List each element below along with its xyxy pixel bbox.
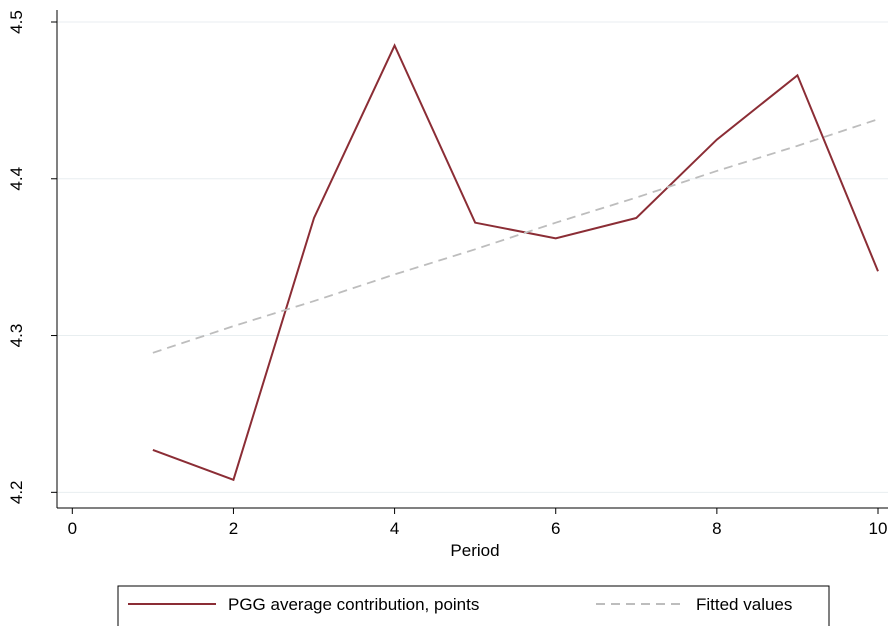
series-line <box>152 118 879 354</box>
x-tick-label: 2 <box>229 519 238 538</box>
legend-label: Fitted values <box>696 595 792 614</box>
x-tick-label: 6 <box>551 519 560 538</box>
x-tick-label: 10 <box>869 519 888 538</box>
y-tick-label: 4.5 <box>7 10 26 34</box>
y-tick-label: 4.2 <box>7 481 26 505</box>
series-line <box>152 43 879 482</box>
x-axis-label: Period <box>450 541 499 560</box>
y-tick-label: 4.4 <box>7 167 26 191</box>
legend-box <box>117 585 830 626</box>
legend-label: PGG average contribution, points <box>228 595 479 614</box>
x-tick-label: 8 <box>712 519 721 538</box>
x-tick-label: 4 <box>390 519 399 538</box>
x-tick-label: 0 <box>68 519 77 538</box>
y-tick-label: 4.3 <box>7 324 26 348</box>
